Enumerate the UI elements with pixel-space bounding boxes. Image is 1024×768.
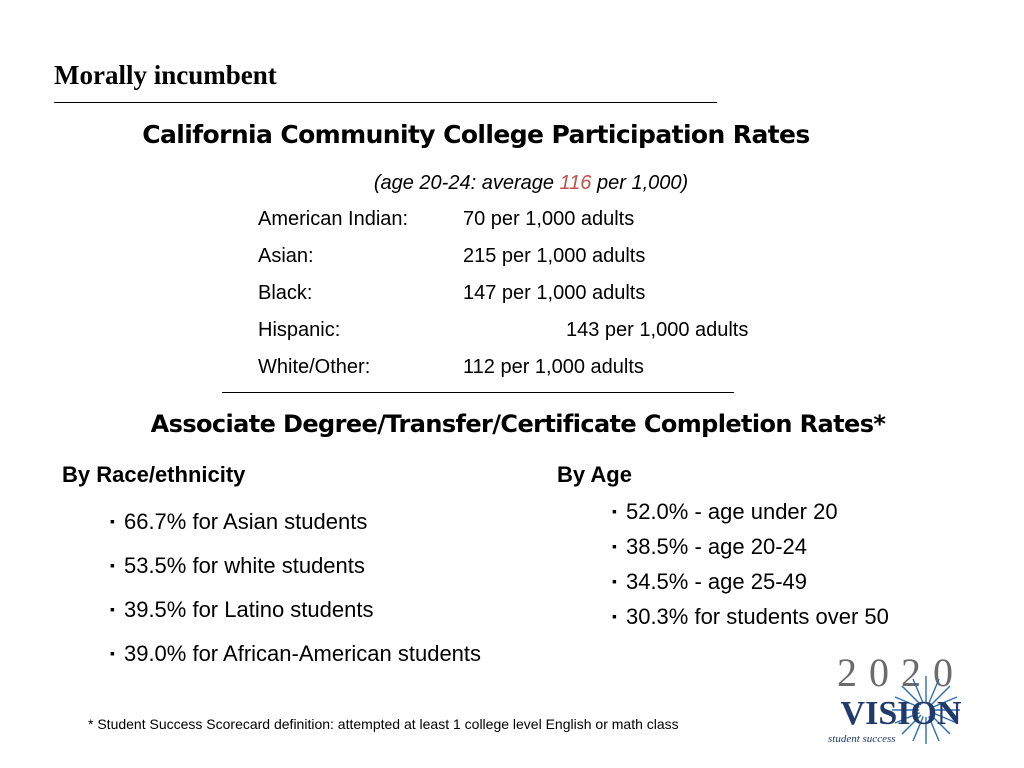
list-item: ▪ 66.7% for Asian students (106, 504, 526, 539)
rate-group-label: Black: (258, 282, 313, 304)
list-item-text: 39.0% for African-American students (123, 641, 482, 666)
participation-heading: California Community College Participati… (142, 120, 810, 149)
list-item-text: 30.3% for students over 50 (625, 604, 889, 629)
footnote: * Student Success Scorecard definition: … (88, 716, 679, 732)
logo-tagline: student success (828, 733, 896, 745)
sunburst-icon (892, 676, 960, 744)
rate-value: 70 per 1,000 adults (463, 208, 635, 230)
subtitle-suffix: per 1,000) (591, 172, 689, 194)
slide-title: Morally incumbent (54, 60, 277, 90)
completion-heading: Associate Degree/Transfer/Certificate Co… (150, 410, 886, 438)
list-item: ▪ 38.5% - age 20-24 (608, 529, 948, 564)
title-underline (54, 102, 717, 103)
list-item: ▪ 39.5% for Latino students (106, 592, 526, 627)
vision-2020-logo: 2020 VISION student success (818, 650, 984, 748)
participation-subtitle: (age 20-24: average 116 per 1,000) (0, 172, 1024, 195)
list-item: ▪ 52.0% - age under 20 (608, 494, 948, 529)
by-age-heading: By Age (557, 462, 632, 487)
list-item: ▪ 53.5% for white students (106, 548, 526, 583)
list-item: ▪ 39.0% for African-American students (106, 636, 526, 671)
list-item-text: 38.5% - age 20-24 (625, 534, 807, 559)
rate-group-label: Hispanic: (258, 319, 341, 341)
list-item: ▪ 30.3% for students over 50 (608, 599, 948, 634)
list-item-text: 39.5% for Latino students (123, 597, 374, 622)
list-item-text: 53.5% for white students (123, 553, 365, 578)
vision-2020-logo-graphic: 2020 VISION student success (828, 650, 965, 745)
rate-value: 215 per 1,000 adults (463, 245, 646, 267)
subtitle-average-value: 116 (559, 172, 592, 194)
rate-group-label: American Indian: (258, 208, 409, 230)
age-completion-list: ▪ 52.0% - age under 20 ▪ 38.5% - age 20-24… (608, 494, 948, 634)
rate-value: 147 per 1,000 adults (463, 282, 646, 304)
section-divider (222, 392, 734, 393)
race-completion-list: ▪ 66.7% for Asian students ▪ 53.5% for whi… (106, 504, 526, 680)
square-bullet-icon: ▪ (612, 573, 617, 589)
rate-value: 143 per 1,000 adults (566, 319, 749, 341)
square-bullet-icon: ▪ (110, 513, 115, 529)
rate-group-label: White/Other: (258, 356, 371, 378)
list-item-text: 66.7% for Asian students (123, 509, 368, 534)
square-bullet-icon: ▪ (612, 503, 617, 519)
rate-group-label: Asian: (258, 245, 314, 267)
by-race-heading: By Race/ethnicity (62, 462, 246, 487)
square-bullet-icon: ▪ (612, 608, 617, 624)
square-bullet-icon: ▪ (110, 645, 115, 661)
logo-year: 2020 (837, 652, 965, 695)
logo-word: VISION (841, 695, 962, 732)
rate-value: 112 per 1,000 adults (463, 356, 644, 378)
list-item-text: 52.0% - age under 20 (625, 499, 838, 524)
square-bullet-icon: ▪ (110, 601, 115, 617)
list-item: ▪ 34.5% - age 25-49 (608, 564, 948, 599)
list-item-text: 34.5% - age 25-49 (625, 569, 807, 594)
subtitle-prefix: (age 20-24: average (373, 172, 560, 194)
square-bullet-icon: ▪ (612, 538, 617, 554)
square-bullet-icon: ▪ (110, 557, 115, 573)
